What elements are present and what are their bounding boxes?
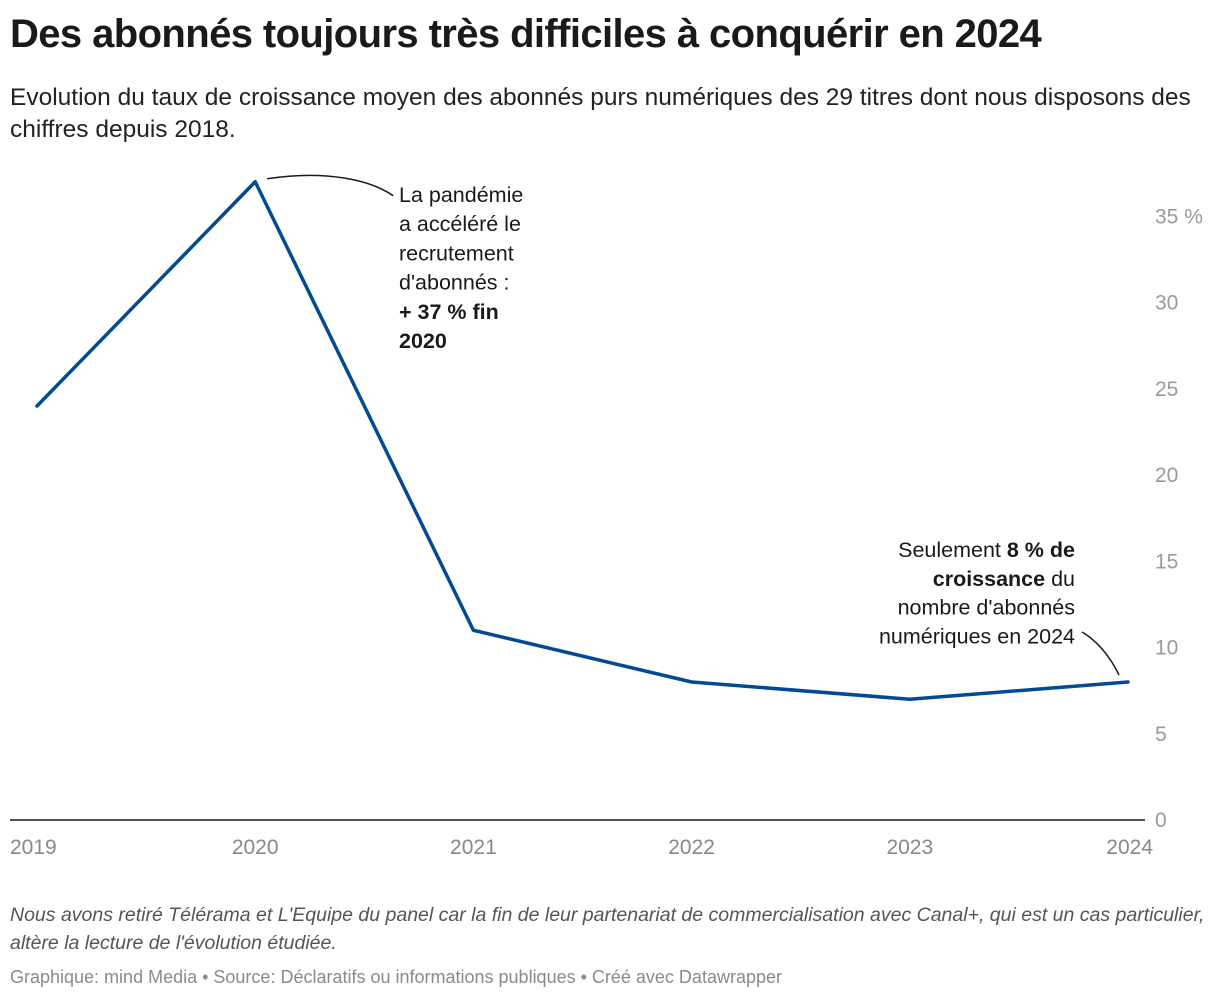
- chart-title: Des abonnés toujours très difficiles à c…: [10, 12, 1042, 56]
- chart-subtitle: Evolution du taux de croissance moyen de…: [10, 84, 1191, 143]
- annotation-text-segment: nombre d'abonnés: [898, 596, 1075, 620]
- x-tick-label: 2022: [668, 836, 715, 859]
- annotation-pandemic-line: La pandémie: [399, 183, 523, 207]
- x-axis: 2019 2020 2021 2022 2023 2024: [10, 836, 1153, 859]
- y-tick-label: 20: [1155, 464, 1178, 487]
- annotation-text-segment: Seulement: [898, 538, 1007, 562]
- annotation-pandemic-line: recrutement: [399, 241, 514, 265]
- y-tick-label: 25: [1155, 378, 1178, 401]
- annotation-pandemic-line: 2020: [399, 329, 447, 353]
- y-tick-label: 15: [1155, 550, 1178, 573]
- y-axis: 0 5 10 15 20 25 30 35 %: [1155, 205, 1203, 832]
- annotation-2024-line: nombre d'abonnés: [898, 596, 1075, 620]
- annotation-text-segment: du: [1045, 567, 1075, 591]
- annotation-text-segment: La pandémie: [399, 183, 523, 207]
- annotation-text-segment: recrutement: [399, 241, 514, 265]
- annotation-pandemic-line: d'abonnés :: [399, 271, 510, 295]
- y-tick-label: 35 %: [1155, 205, 1203, 228]
- source-credit: Graphique: mind Media • Source: Déclarat…: [10, 967, 782, 987]
- annotation-2024-line: numériques en 2024: [879, 624, 1075, 648]
- annotation-pandemic-line: a accéléré le: [399, 212, 521, 236]
- annotation-text-segment: d'abonnés :: [399, 271, 510, 295]
- x-tick-label: 2023: [886, 836, 933, 859]
- annotation-pandemic-line: + 37 % fin: [399, 300, 499, 324]
- annotation-layer: La pandémie a accéléré le recrutement d'abo…: [267, 174, 1120, 676]
- annotation-text-segment: croissance: [933, 567, 1045, 591]
- y-tick-label: 30: [1155, 292, 1178, 315]
- footnote: Nous avons retiré Télérama et L'Equipe d…: [10, 904, 1205, 954]
- series-line: [35, 180, 1130, 701]
- annotation-2024-line: croissance du: [933, 567, 1075, 591]
- x-tick-label: 2019: [10, 836, 57, 859]
- y-tick-label: 5: [1155, 723, 1167, 746]
- y-tick-label: 0: [1155, 809, 1167, 832]
- y-tick-label: 10: [1155, 637, 1178, 660]
- x-tick-label: 2024: [1106, 836, 1153, 859]
- annotation-text-segment: 8 % de: [1007, 538, 1075, 562]
- annotation-2024-line: Seulement 8 % de: [898, 538, 1075, 562]
- annotation-connector-pandemic: [267, 174, 394, 197]
- annotation-text-segment: numériques en 2024: [879, 624, 1075, 648]
- series-layer: [35, 180, 1130, 701]
- annotation-text-segment: 2020: [399, 329, 447, 353]
- line-chart: 0 5 10 15 20 25 30 35 % 2019 2020 2021 2022 2023 202…: [10, 174, 1203, 859]
- x-tick-label: 2020: [232, 836, 279, 859]
- x-tick-label: 2021: [450, 836, 497, 859]
- annotation-text-segment: + 37 % fin: [399, 300, 499, 324]
- annotation-text-segment: a accéléré le: [399, 212, 521, 236]
- annotation-connector-2024: [1081, 631, 1120, 676]
